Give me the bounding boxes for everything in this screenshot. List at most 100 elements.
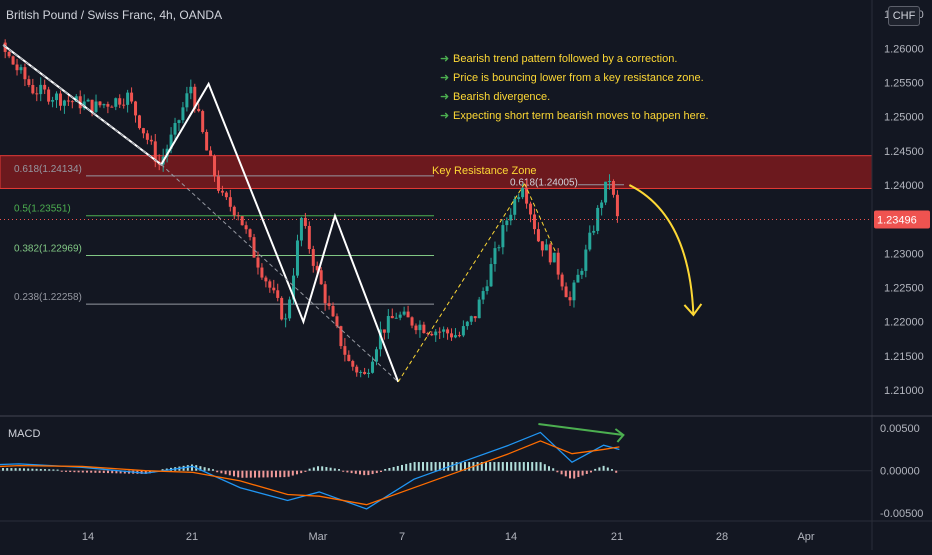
correction-dashed-line — [524, 183, 557, 254]
price-tick-label: 1.21500 — [884, 351, 924, 363]
macd-histogram-bar — [300, 470, 303, 474]
macd-histogram-bar — [325, 467, 328, 471]
candle-body — [343, 346, 347, 355]
candle-body — [201, 111, 205, 132]
candle-body — [442, 329, 446, 332]
candle-body — [430, 333, 434, 336]
macd-histogram-bar — [569, 470, 571, 479]
resistance-zone — [0, 155, 873, 189]
macd-tick-label: 0.00500 — [880, 423, 920, 435]
macd-histogram-bar — [27, 468, 30, 471]
candle-body — [295, 240, 299, 276]
price-tick-label: 1.21000 — [884, 385, 924, 397]
candle-body — [307, 225, 311, 250]
macd-histogram-bar — [18, 468, 21, 471]
macd-histogram-bar — [111, 470, 114, 474]
candle-body — [311, 249, 315, 266]
candle-body — [288, 299, 292, 319]
candle-body — [177, 120, 181, 124]
candle-body — [493, 248, 497, 265]
macd-histogram-bar — [464, 462, 466, 471]
macd-histogram-bar — [119, 470, 122, 474]
fib-level-label: 0.238(1.22258) — [14, 292, 82, 303]
annotation-bullet: Bearish divergence. — [453, 91, 550, 103]
macd-histogram-bar — [434, 462, 437, 471]
candle-body — [134, 101, 138, 116]
candle-body — [536, 229, 540, 242]
candle-body — [331, 305, 335, 317]
candle-body — [335, 316, 339, 327]
macd-histogram-bar — [203, 467, 206, 471]
candle-body — [374, 349, 378, 362]
annotation-bullet: Bearish trend pattern followed by a corr… — [453, 53, 677, 65]
candle-body — [611, 181, 615, 195]
macd-histogram-bar — [606, 467, 609, 471]
macd-histogram-bar — [535, 462, 538, 471]
macd-histogram-bar — [245, 470, 248, 478]
macd-histogram-bar — [522, 462, 525, 471]
macd-histogram-bar — [556, 470, 559, 473]
candle-body — [572, 282, 576, 301]
candle-body — [489, 264, 493, 287]
macd-histogram-bar — [199, 466, 202, 471]
pattern-dashed-line — [160, 164, 399, 383]
macd-histogram-bar — [262, 470, 265, 478]
candle-body — [422, 324, 426, 334]
macd-histogram-bar — [518, 462, 521, 471]
bullet-arrow-icon: ➜ — [440, 91, 449, 103]
candle-body — [31, 84, 35, 94]
macd-histogram-bar — [602, 465, 605, 471]
macd-histogram-bar — [480, 462, 483, 471]
divergence-arrow — [538, 422, 624, 436]
macd-histogram-bar — [417, 462, 420, 471]
last-price-badge — [874, 210, 930, 229]
candle-body — [35, 93, 39, 95]
macd-histogram-bar — [489, 462, 492, 471]
macd-histogram-bar — [279, 470, 282, 478]
time-tick-label: 28 — [716, 531, 728, 543]
macd-histogram-bar — [409, 462, 412, 471]
time-tick-label: 7 — [399, 531, 405, 543]
candle-body — [299, 217, 303, 241]
macd-histogram-bar — [270, 470, 273, 478]
macd-histogram-bar — [258, 470, 261, 478]
macd-histogram-bar — [233, 470, 235, 477]
candle-body — [11, 56, 15, 65]
candle-body — [66, 100, 70, 102]
bullet-arrow-icon: ➜ — [440, 110, 449, 122]
macd-histogram-bar — [304, 470, 307, 472]
candle-body — [465, 321, 469, 327]
candle-body — [145, 133, 149, 140]
candle-body — [359, 371, 363, 373]
candle-body — [19, 67, 23, 71]
macd-histogram-bar — [581, 470, 584, 476]
macd-histogram-bar — [161, 469, 164, 471]
macd-histogram-bar — [611, 469, 613, 471]
annotation-bullet: Price is bouncing lower from a key resis… — [453, 72, 704, 84]
macd-histogram-bar — [590, 470, 592, 473]
currency-badge[interactable]: CHF — [888, 6, 920, 26]
macd-histogram-bar — [186, 465, 189, 471]
macd-histogram-bar — [216, 470, 219, 473]
price-tick-label: 1.26000 — [884, 43, 924, 55]
candle-body — [43, 84, 47, 90]
macd-histogram-bar — [308, 468, 311, 471]
macd-histogram-bar — [81, 470, 84, 473]
candle-body — [228, 197, 232, 207]
macd-histogram-bar — [287, 470, 290, 477]
candle-body — [596, 207, 600, 231]
macd-histogram-bar — [392, 466, 395, 471]
candle-body — [394, 317, 398, 319]
macd-histogram-bar — [371, 470, 374, 475]
macd-histogram-bar — [594, 468, 597, 471]
macd-histogram-bar — [476, 462, 479, 471]
price-tick-label: 1.24500 — [884, 146, 924, 158]
candle-body — [461, 326, 465, 336]
macd-histogram-bar — [65, 470, 67, 472]
candle-body — [126, 92, 130, 105]
macd-histogram-bar — [60, 470, 63, 472]
candle-body — [414, 325, 418, 331]
macd-histogram-bar — [291, 470, 294, 476]
